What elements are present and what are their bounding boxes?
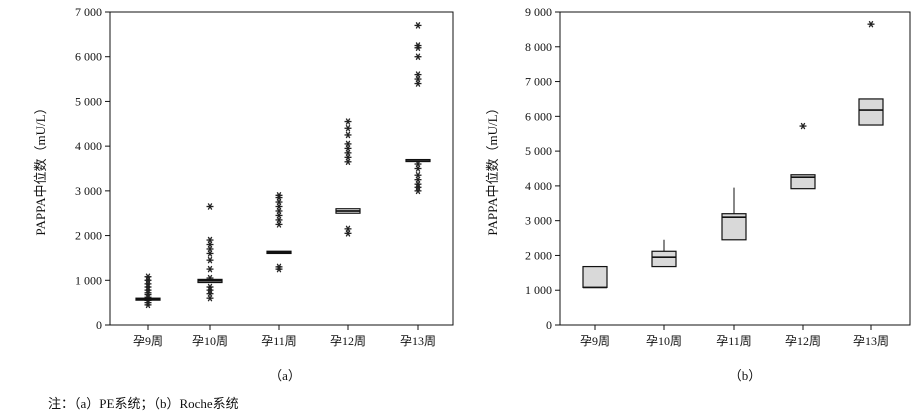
panel-0-xtick-label-2: 孕11周 (261, 334, 297, 348)
panel-1-box-3 (790, 174, 816, 190)
panel-0-xtick-label-0: 孕9周 (133, 334, 163, 348)
panel-0-ylabel: PAPPA中位数（mU/L） (33, 101, 48, 235)
panel-0-xtick-label-4: 孕13周 (400, 334, 436, 348)
panel-0-point-3-8 (344, 124, 352, 132)
panel-0-point-4-8 (414, 75, 422, 83)
panel-0-ytick-label-1: 1 000 (75, 273, 102, 287)
panel-0-point-1-10 (206, 236, 214, 244)
panel-1-xtick-label-3: 孕12周 (785, 334, 821, 348)
panel-0-point-4-0 (414, 187, 422, 195)
panel-1-ytick-label-0: 0 (546, 318, 552, 332)
panel-1-point-outlier-4-0 (867, 20, 875, 28)
panel-1-xtick-label-2: 孕11周 (716, 334, 752, 348)
panel-0-point-3-6 (344, 140, 352, 148)
panel-0-point-1-7 (206, 250, 214, 257)
panel-0-point-1-6 (206, 256, 214, 264)
panel-0-point-3-4 (344, 149, 352, 157)
panel-0-point-3-7 (344, 131, 352, 139)
panel-0-point-1-5 (206, 265, 214, 273)
panel-0-point-2-2 (275, 221, 283, 228)
panel-1-frame (559, 11, 911, 326)
panel-1-box-1 (651, 250, 677, 268)
panel-0-point-3-0 (344, 229, 352, 237)
panel-1-caption: （b） (729, 368, 762, 383)
panel-0-point-4-4 (414, 171, 422, 179)
panel-0-point-3-2 (344, 158, 352, 166)
panel-0-point-2-4 (275, 212, 283, 219)
panel-1-ytick-label-5: 5 000 (525, 144, 552, 158)
panel-0-point-1-3 (206, 283, 214, 291)
panel-1-xtick-label-1: 孕10周 (646, 334, 682, 348)
panel-1-ytick-label-4: 4 000 (525, 179, 552, 193)
panel-0-point-4-13 (414, 22, 422, 29)
panel-0-point-3-1 (344, 225, 352, 233)
panel-0-point-2-1 (275, 263, 283, 271)
panel-0-point-0-10 (144, 273, 152, 281)
panel-0-point-4-12 (414, 42, 422, 49)
panel-0-point-3-3 (344, 153, 352, 161)
panel-0-ytick-label-7: 7 000 (75, 5, 102, 19)
panel-0-ytick-label-6: 6 000 (75, 50, 102, 64)
panel-1-box-2 (721, 213, 747, 241)
panel-0-ytick-label-0: 0 (96, 318, 102, 332)
panel-0-point-1-11 (206, 203, 214, 210)
panel-0-ytick-label-2: 2 000 (75, 229, 102, 243)
panel-1-ytick-label-9: 9 000 (525, 5, 552, 19)
panel-0-ytick-label-4: 4 000 (75, 139, 102, 153)
panel-0-point-3-5 (344, 145, 352, 152)
panel-0-point-0-5 (144, 289, 152, 297)
panel-1-ylabel: PAPPA中位数（mU/L） (485, 101, 500, 235)
panel-1-box-4 (858, 98, 884, 126)
panel-0-point-4-7 (414, 80, 422, 87)
panel-0-point-1-0 (206, 294, 214, 302)
panel-1-xtick-label-4: 孕13周 (853, 334, 889, 348)
panel-1-ytick-label-1: 1 000 (525, 283, 552, 297)
panel-1-box-0 (582, 265, 608, 289)
panel-1-ytick-label-2: 2 000 (525, 248, 552, 262)
panel-0-xtick-label-1: 孕10周 (192, 334, 228, 348)
panel-0-point-2-6 (275, 203, 283, 210)
panel-1-ytick-label-8: 8 000 (525, 40, 552, 54)
panel-0-point-2-3 (275, 216, 283, 224)
panel-1-ytick-label-3: 3 000 (525, 214, 552, 228)
panel-0-point-2-7 (275, 198, 283, 206)
panel-1-ytick-label-7: 7 000 (525, 75, 552, 89)
panel-0-frame (109, 11, 454, 326)
panel-0-point-2-9 (275, 191, 283, 199)
panel-0-point-1-8 (206, 245, 214, 253)
panel-1-point-outlier-3-0 (799, 122, 807, 130)
panel-1-xtick-label-0: 孕9周 (580, 334, 610, 348)
panel-0-point-3-9 (344, 118, 352, 125)
panel-0-ytick-label-3: 3 000 (75, 184, 102, 198)
panel-0-point-4-3 (414, 176, 422, 184)
figure-note: 注：（a）PE系统；（b）Roche系统 (48, 396, 239, 411)
panel-0-point-1-9 (206, 241, 214, 248)
panel-0-point-4-10 (414, 53, 422, 61)
panel-0-point-4-9 (414, 71, 422, 78)
panel-0-caption: （a） (269, 368, 301, 383)
panel-0-point-4-5 (414, 165, 422, 172)
panel-0-point-0-9 (144, 276, 152, 284)
panel-0-ytick-label-5: 5 000 (75, 94, 102, 108)
panel-1-ytick-label-6: 6 000 (525, 109, 552, 123)
panel-0-xtick-label-3: 孕12周 (330, 334, 366, 348)
panel-0-point-2-5 (275, 207, 283, 215)
panel-0-point-1-1 (206, 290, 214, 298)
